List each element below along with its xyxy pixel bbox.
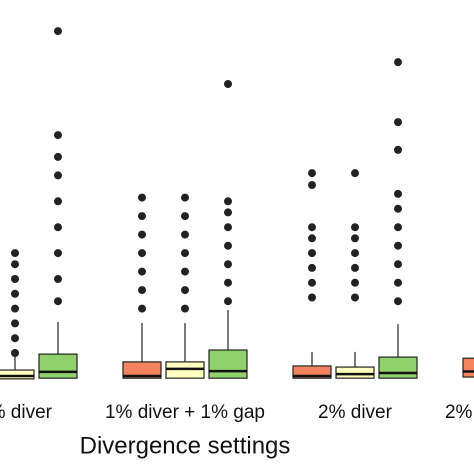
box — [38, 353, 78, 379]
outlier — [11, 304, 19, 313]
outlier — [11, 349, 19, 357]
outlier — [181, 304, 189, 313]
outlier — [138, 193, 146, 202]
outlier — [394, 223, 402, 232]
x-tick-label: 1% diver + 1% gap — [105, 402, 265, 423]
x-tick-label: 2% diver — [318, 402, 393, 423]
outlier — [351, 234, 359, 243]
outlier — [224, 223, 232, 232]
outlier — [138, 249, 146, 258]
outlier — [394, 204, 402, 213]
outlier — [54, 297, 62, 306]
box — [378, 356, 418, 379]
outlier — [308, 223, 316, 232]
outlier — [138, 212, 146, 221]
outlier — [351, 263, 359, 272]
outlier — [181, 249, 189, 258]
outlier — [11, 260, 19, 269]
outlier — [394, 278, 402, 287]
outlier — [11, 249, 19, 258]
outlier — [394, 241, 402, 250]
x-tick-label: 2% diver + 2% gap — [445, 402, 474, 423]
outlier — [308, 278, 316, 287]
outlier — [224, 197, 232, 206]
outlier — [308, 293, 316, 302]
outlier — [181, 212, 189, 221]
outlier — [54, 152, 62, 161]
outlier — [224, 80, 232, 89]
outlier — [181, 193, 189, 202]
outlier — [54, 131, 62, 140]
outlier — [351, 278, 359, 287]
outlier — [181, 267, 189, 276]
outlier — [394, 145, 402, 154]
outlier — [224, 278, 232, 287]
x-axis-title: Divergence settings — [80, 432, 291, 459]
outlier — [54, 249, 62, 258]
box — [122, 361, 162, 379]
outlier — [308, 234, 316, 243]
x-tick-label: 1% diver — [0, 402, 53, 423]
outlier — [351, 249, 359, 258]
box — [208, 349, 248, 379]
outlier — [138, 286, 146, 295]
outlier — [394, 260, 402, 269]
outlier — [11, 275, 19, 283]
box — [335, 366, 375, 379]
outlier — [308, 181, 316, 190]
outlier — [224, 260, 232, 269]
outlier — [308, 263, 316, 272]
outlier — [351, 293, 359, 302]
outlier — [138, 267, 146, 276]
box — [462, 357, 474, 378]
outlier — [138, 304, 146, 313]
outlier — [181, 230, 189, 239]
outlier — [394, 297, 402, 306]
outlier — [54, 27, 62, 36]
outlier — [54, 171, 62, 180]
outlier — [224, 241, 232, 250]
outlier — [351, 169, 359, 178]
outlier — [308, 169, 316, 178]
outlier — [11, 334, 19, 343]
outlier — [138, 230, 146, 239]
outlier — [308, 249, 316, 258]
outlier — [224, 208, 232, 217]
outlier — [54, 197, 62, 206]
outlier — [224, 297, 232, 306]
outlier — [54, 223, 62, 232]
outlier — [11, 319, 19, 328]
outlier — [54, 275, 62, 283]
outlier — [181, 286, 189, 295]
outlier — [394, 189, 402, 198]
outlier — [11, 289, 19, 298]
outlier — [394, 58, 402, 67]
outlier — [394, 118, 402, 127]
outlier — [351, 223, 359, 232]
box — [0, 369, 35, 380]
